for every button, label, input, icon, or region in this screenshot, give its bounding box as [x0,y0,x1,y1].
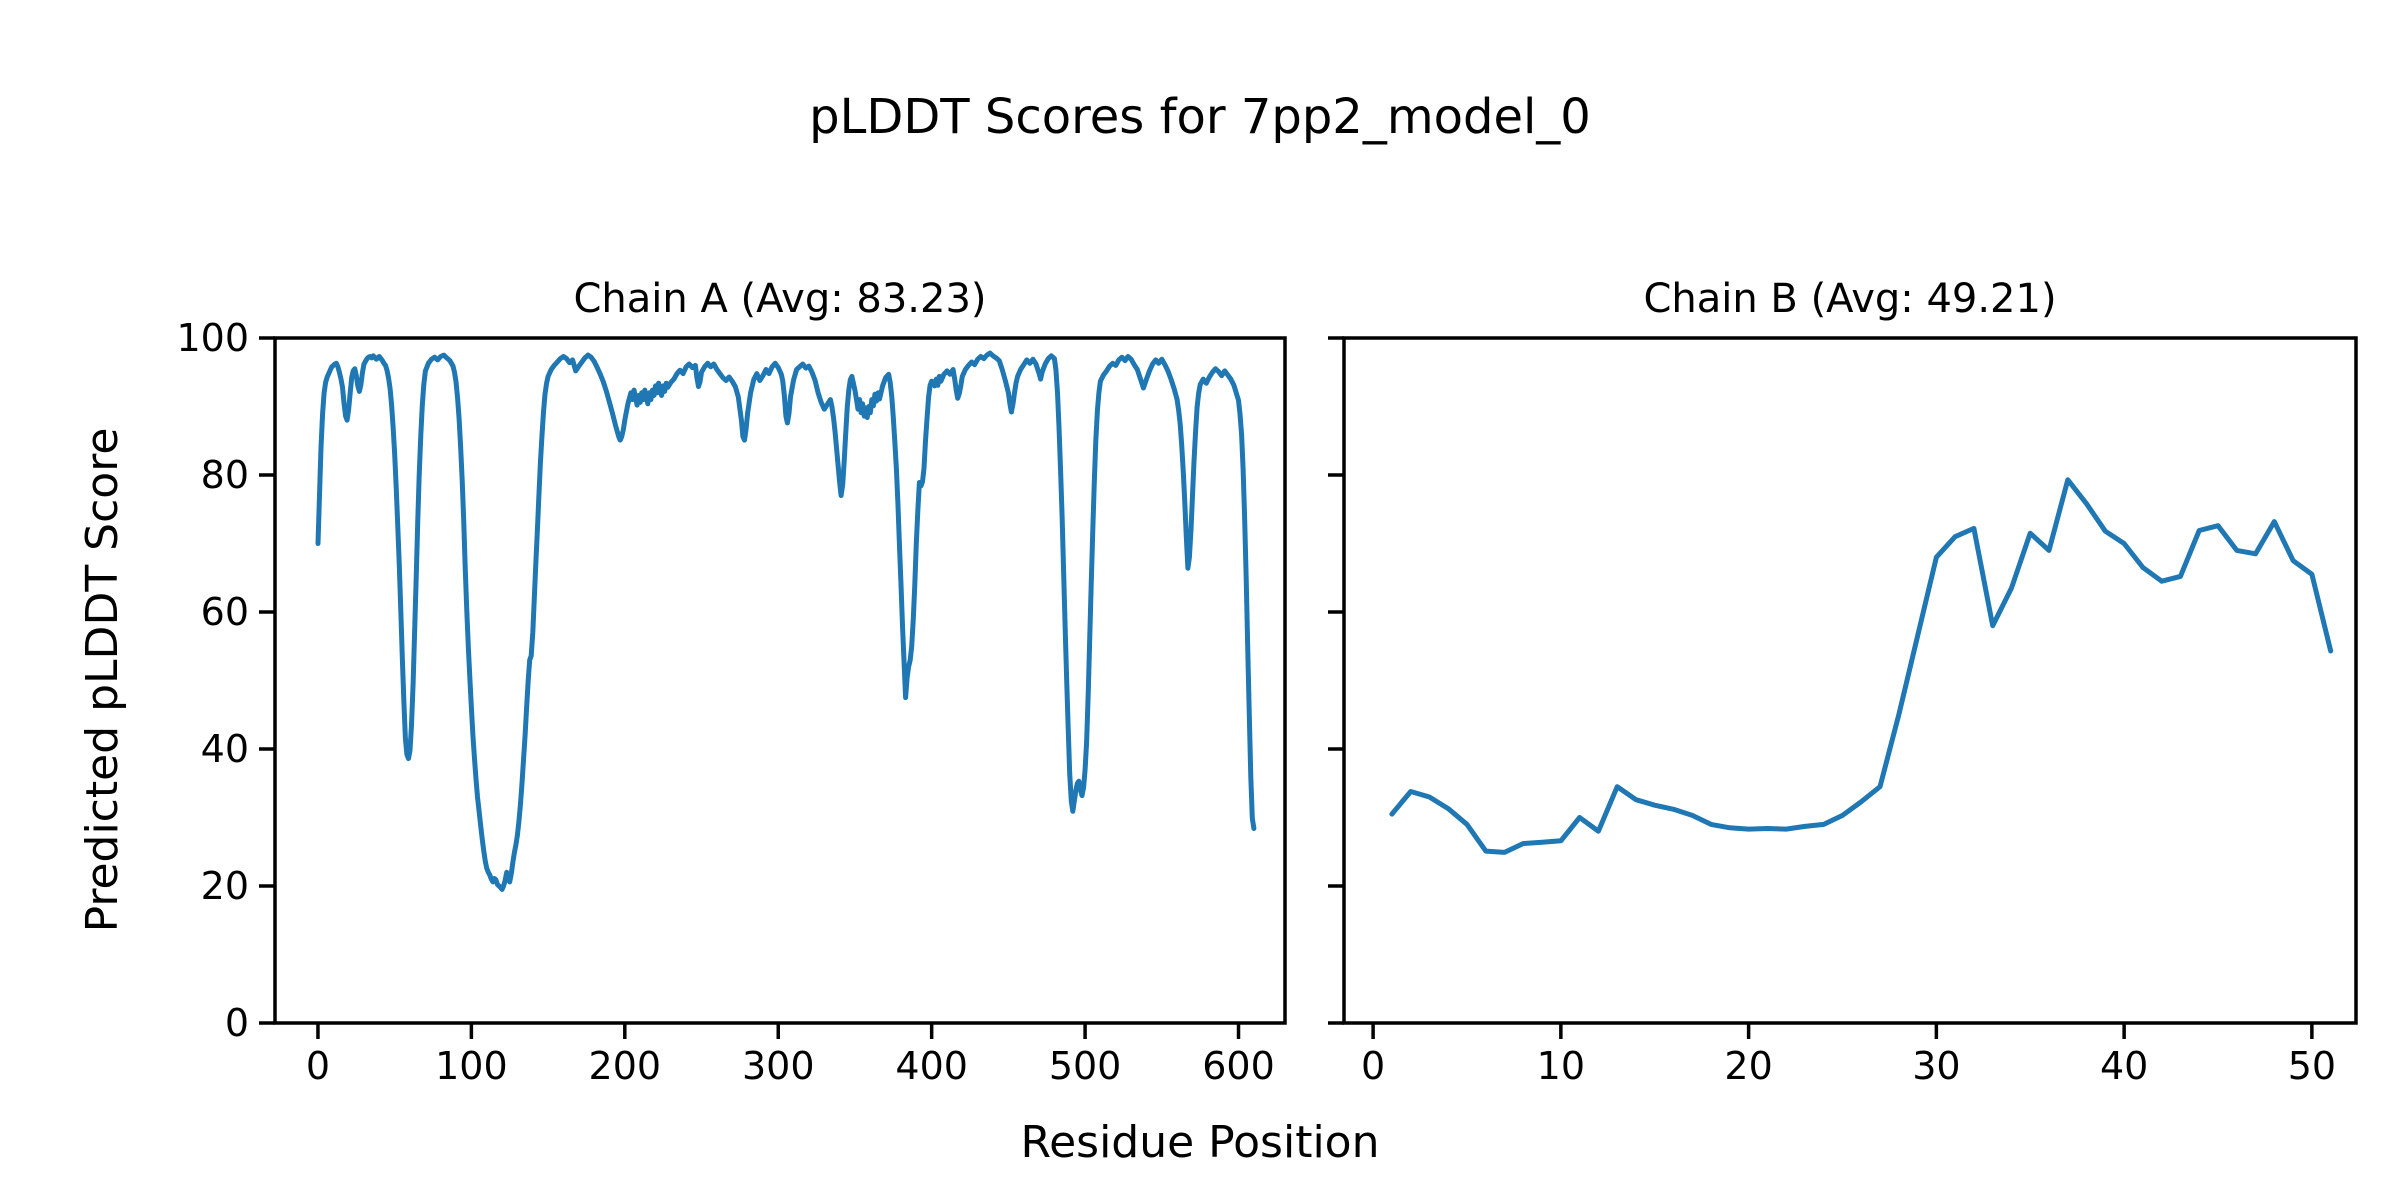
x-tick-label: 20 [1724,1044,1772,1088]
x-tick-label: 300 [742,1044,815,1088]
x-tick-label: 200 [589,1044,662,1088]
x-tick-label: 600 [1202,1044,1275,1088]
x-axis-label: Residue Position [1020,1117,1380,1168]
x-tick-label: 0 [306,1044,330,1088]
y-tick-label: 20 [201,864,249,908]
plddt-line-chain-a [315,350,1257,892]
x-tick-label: 500 [1049,1044,1122,1088]
y-axis-label: Predicted pLDDT Score [77,427,128,933]
chain-a-subplot-title: Chain A (Avg: 83.23) [573,276,987,322]
x-tick-label: 30 [1912,1044,1960,1088]
y-tick-label: 0 [225,1001,249,1045]
chain-b-subplot-title: Chain B (Avg: 49.21) [1643,276,2057,322]
x-tick-label: 0 [1361,1044,1385,1088]
y-tick-label: 60 [201,590,249,634]
figure-title: pLDDT Scores for 7pp2_model_0 [809,89,1591,145]
plot-frame-chain-b [1342,336,2358,1025]
x-tick-label: 50 [2288,1044,2336,1088]
y-tick-label: 80 [201,453,249,497]
y-tick-label: 100 [176,316,249,360]
plddt-line-chain-b [1389,477,2334,855]
plot-frame-chain-a [273,336,1287,1025]
x-tick-label: 100 [435,1044,508,1088]
x-tick-label: 400 [895,1044,968,1088]
x-tick-label: 40 [2100,1044,2148,1088]
x-tick-label: 10 [1537,1044,1585,1088]
y-tick-label: 40 [201,727,249,771]
